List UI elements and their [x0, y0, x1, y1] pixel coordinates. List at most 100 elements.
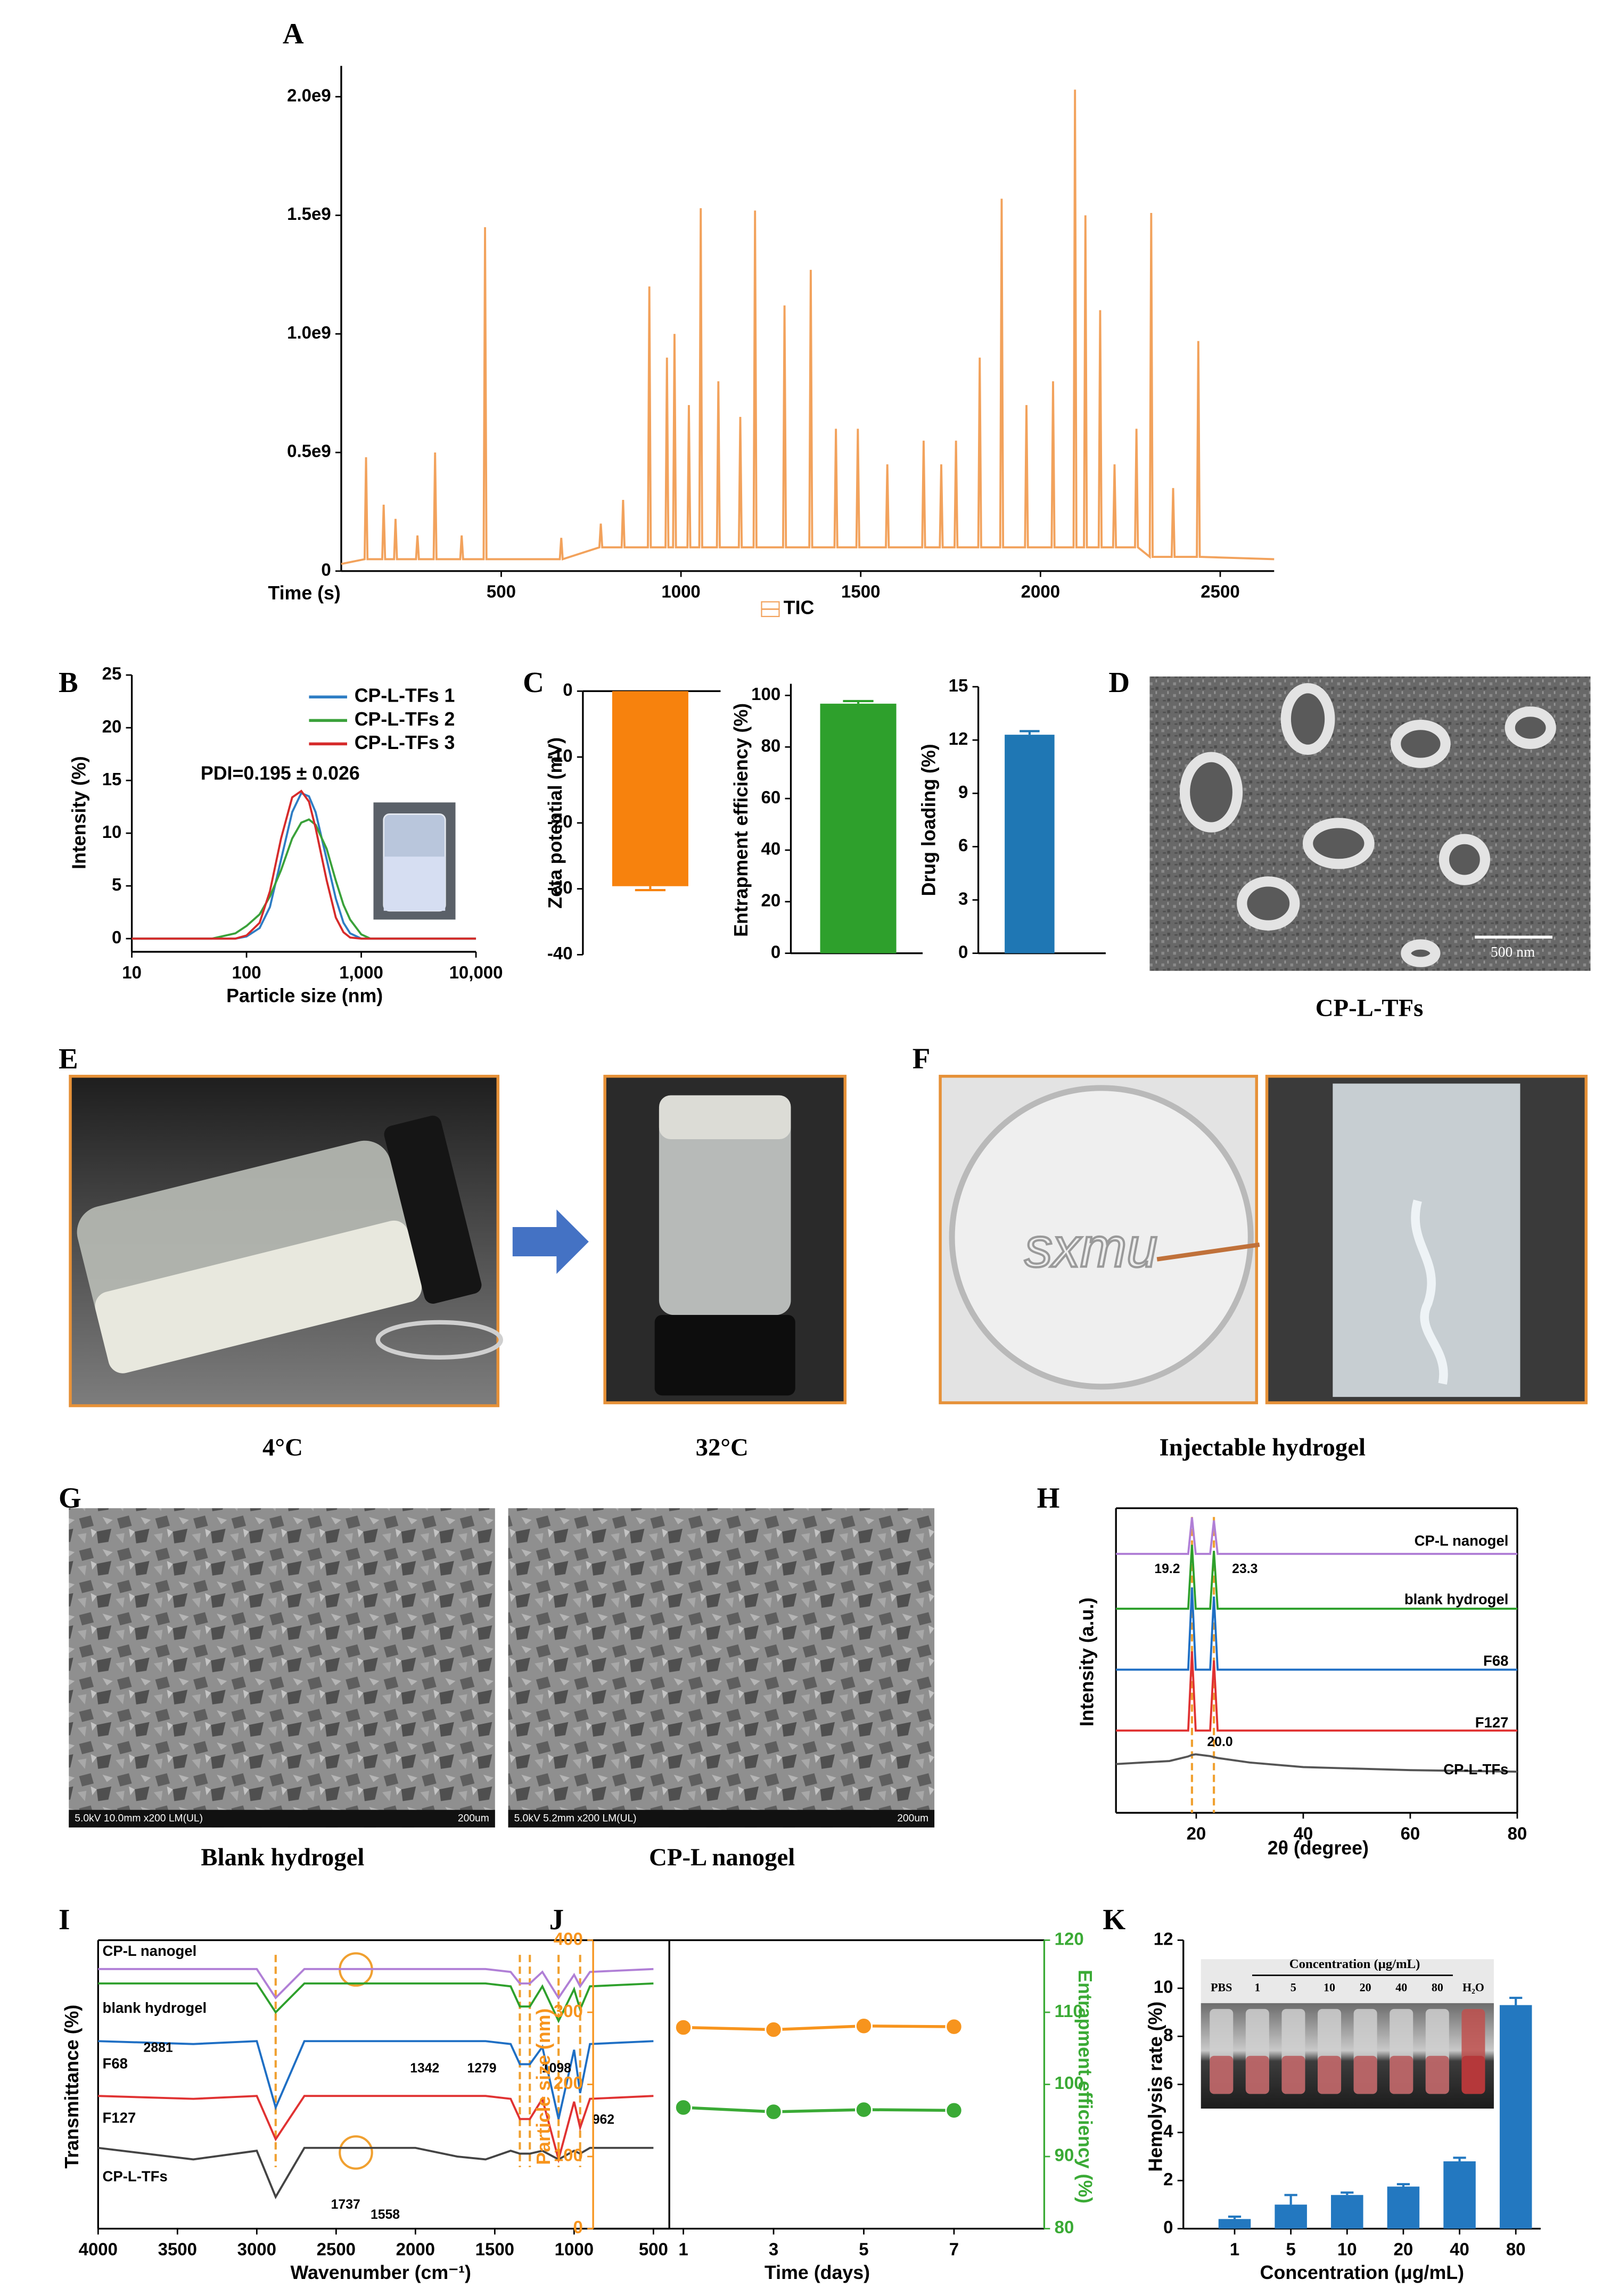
scale-bar-label: 500 nm	[1491, 943, 1535, 960]
panel-label: I	[59, 1903, 70, 1936]
annotation: 2881	[144, 2041, 173, 2055]
sem-info: 5.0kV 5.2mm x200 LM(UL)	[514, 1813, 637, 1824]
vesicle	[1439, 834, 1491, 885]
x-axis-label: 2θ (degree)	[1268, 1838, 1369, 1859]
vial-liquid	[95, 1220, 422, 1373]
panel-label: E	[59, 1042, 78, 1075]
y-tick-label: 5	[112, 875, 121, 894]
legend-label: TIC	[784, 597, 815, 619]
y-axis-label: Transmittance (%)	[61, 2005, 83, 2169]
annotation: 1098	[542, 2061, 571, 2076]
y-tick-label: 6	[1163, 2073, 1173, 2093]
bar	[1005, 735, 1055, 953]
bar	[1275, 2204, 1307, 2229]
x-tick-label: 3500	[158, 2239, 197, 2259]
vial-cap	[384, 1115, 482, 1304]
caption: Blank hydrogel	[201, 1844, 364, 1871]
y-tick-label: 9	[958, 782, 968, 802]
y-tick-label: -40	[547, 943, 573, 963]
line-series	[98, 2146, 654, 2200]
vesicle	[1237, 876, 1300, 931]
line-series	[1116, 1587, 1517, 1671]
error-bar	[1341, 2191, 1354, 2195]
inset-label: 1	[1254, 1980, 1260, 1994]
legend-label: CP-L-TFs 1	[355, 685, 455, 706]
marker	[945, 2018, 963, 2036]
bar	[1218, 2219, 1251, 2229]
series-label: blank hydrogel	[103, 1999, 207, 2016]
y-axis-label: Intensity (%)	[69, 756, 90, 869]
vesicle	[1280, 683, 1335, 755]
panel-label: J	[549, 1903, 564, 1936]
needle	[1156, 1242, 1260, 1262]
inset-title: Concentration (μg/mL)	[1289, 1957, 1420, 1971]
series-label: F68	[1483, 1652, 1508, 1669]
arrow	[512, 1209, 589, 1274]
x-tick-label: 60	[1401, 1823, 1420, 1843]
vesicle	[1179, 752, 1243, 833]
y-tick-label: 200	[554, 2073, 583, 2093]
marker	[854, 2101, 873, 2119]
marker	[854, 2017, 873, 2035]
error-bar	[1396, 2183, 1410, 2187]
caption: 4°C	[262, 1434, 303, 1461]
x-axis-label: Time (days)	[765, 2262, 870, 2283]
x-tick-label: 3000	[237, 2239, 276, 2259]
annotation: 19.2	[1154, 1562, 1180, 1576]
inset-tube-content	[1461, 2055, 1485, 2094]
y-axis-label: Zeta potential (mV)	[545, 737, 566, 909]
series-label: blank hydrogel	[1404, 1591, 1509, 1608]
vesicle	[1302, 818, 1375, 869]
vial-cap	[654, 1315, 795, 1396]
x-axis-label: Concentration (μg/mL)	[1260, 2262, 1464, 2283]
y-tick-label: 6	[958, 835, 968, 855]
bar	[612, 691, 688, 886]
caption: Injectable hydrogel	[1160, 1434, 1366, 1461]
x-tick-label: 80	[1508, 1823, 1527, 1843]
x-tick-label: 5	[859, 2239, 868, 2259]
inset-tube-content	[1425, 2055, 1449, 2094]
y-tick-label: 0	[563, 680, 572, 700]
x-tick-label: 500	[487, 582, 516, 602]
annotation: PDI=0.195 ± 0.026	[201, 763, 360, 784]
inset-label: 10	[1324, 1980, 1335, 1994]
y-tick-label: 20	[761, 891, 781, 910]
y-tick-label: -20	[547, 812, 573, 832]
x-tick-label: 100	[232, 962, 261, 982]
vial-gel	[659, 1095, 791, 1139]
line-series	[98, 1968, 654, 2000]
y-tick-label: 0	[573, 2217, 583, 2237]
series-label: CP-L nanogel	[103, 1943, 197, 1959]
y2-tick-label: 110	[1055, 2001, 1083, 2021]
x-tick-label: 2000	[396, 2239, 435, 2259]
inset-tube-content	[1281, 2055, 1305, 2094]
inset-tube-content	[1390, 2055, 1413, 2094]
error-bar	[1020, 730, 1040, 735]
y-tick-label: -10	[547, 746, 573, 766]
line-series	[131, 818, 476, 940]
line-series	[98, 1982, 654, 2023]
sem-scale: 200um	[897, 1813, 928, 1824]
y-tick-label: 12	[1154, 1929, 1173, 1948]
x-tick-label: 2000	[1021, 582, 1060, 602]
inset-tube-content	[1210, 2055, 1234, 2094]
error-bar	[1284, 2194, 1297, 2205]
error-bar	[1228, 2215, 1242, 2219]
dish	[375, 1320, 503, 1360]
line-series	[1116, 1753, 1517, 1773]
inset-label: H₂O	[1462, 1980, 1484, 1994]
y2-tick-label: 90	[1055, 2145, 1074, 2165]
y-tick-label: 0	[321, 559, 331, 579]
legend-label: CP-L-TFs 3	[355, 732, 455, 753]
series-label: CP-L-TFs	[103, 2168, 168, 2184]
line-series	[98, 2095, 654, 2163]
annotation: 1279	[467, 2061, 497, 2076]
line-series	[1116, 1544, 1517, 1610]
y-axis-label: Particle size (nm)	[533, 2009, 554, 2165]
y-tick-label: 80	[761, 736, 781, 755]
bar	[1443, 2161, 1476, 2229]
inset-liquid	[383, 857, 446, 911]
sem-bar	[69, 1809, 495, 1828]
